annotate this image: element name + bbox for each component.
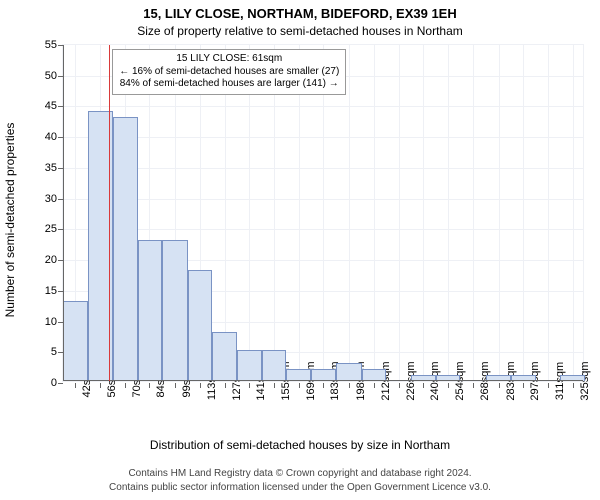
grid-line-vertical	[249, 45, 250, 381]
x-tick-label: 268sqm	[473, 361, 491, 400]
x-tick-label: 212sqm	[374, 361, 392, 400]
x-axis-label: Distribution of semi-detached houses by …	[0, 438, 600, 452]
x-tick-label: 311sqm	[548, 362, 566, 400]
grid-line-vertical	[523, 45, 524, 381]
grid-line-vertical	[323, 45, 324, 381]
histogram-bar	[188, 270, 213, 381]
x-tick-mark	[125, 383, 126, 388]
x-tick-mark	[349, 383, 350, 388]
x-tick-mark	[548, 383, 549, 388]
x-tick-label: 226sqm	[399, 361, 417, 400]
histogram-bar	[212, 332, 237, 381]
x-tick-mark	[374, 383, 375, 388]
histogram-bar	[237, 350, 262, 381]
x-tick-mark	[249, 383, 250, 388]
x-tick-label: 297sqm	[523, 361, 541, 400]
annotation-line1: 15 LILY CLOSE: 61sqm	[119, 53, 339, 66]
x-tick-mark	[423, 383, 424, 388]
grid-line-vertical	[499, 45, 500, 381]
x-tick-mark	[323, 383, 324, 388]
x-tick-mark	[149, 383, 150, 388]
grid-line-vertical	[399, 45, 400, 381]
grid-line-vertical	[374, 45, 375, 381]
histogram-bar	[63, 301, 88, 381]
grid-line-vertical	[225, 45, 226, 381]
x-tick-mark	[399, 383, 400, 388]
grid-line-vertical	[299, 45, 300, 381]
x-tick-mark	[274, 383, 275, 388]
annotation-line2: ← 16% of semi-detached houses are smalle…	[119, 66, 339, 79]
histogram-bar	[113, 117, 138, 381]
x-tick-mark	[448, 383, 449, 388]
x-tick-label: 169sqm	[299, 361, 317, 400]
grid-line-vertical	[423, 45, 424, 381]
x-tick-mark	[299, 383, 300, 388]
grid-line-vertical	[274, 45, 275, 381]
annotation-box: 15 LILY CLOSE: 61sqm ← 16% of semi-detac…	[112, 49, 346, 95]
chart-container: 15, LILY CLOSE, NORTHAM, BIDEFORD, EX39 …	[0, 0, 600, 500]
x-tick-label: 283sqm	[499, 361, 517, 400]
grid-line-vertical	[548, 45, 549, 381]
footer-line1: Contains HM Land Registry data © Crown c…	[0, 468, 600, 479]
grid-line-vertical	[448, 45, 449, 381]
chart-title-line2: Size of property relative to semi-detach…	[0, 24, 600, 38]
histogram-bar	[138, 240, 163, 381]
x-tick-mark	[473, 383, 474, 388]
footer-line2: Contains public sector information licen…	[0, 482, 600, 493]
x-tick-mark	[75, 383, 76, 388]
x-tick-label: 325sqm	[573, 361, 591, 400]
marker-line	[109, 45, 110, 381]
x-tick-mark	[523, 383, 524, 388]
plot-area: 051015202530354045505542sqm56sqm70sqm84s…	[62, 44, 584, 382]
x-tick-mark	[499, 383, 500, 388]
chart-title-line1: 15, LILY CLOSE, NORTHAM, BIDEFORD, EX39 …	[0, 6, 600, 21]
y-tick-mark	[58, 383, 63, 384]
x-tick-mark	[200, 383, 201, 388]
x-tick-label: 254sqm	[448, 361, 466, 400]
grid-line-vertical	[573, 45, 574, 381]
x-tick-mark	[100, 383, 101, 388]
x-axis-line	[63, 380, 583, 381]
histogram-bar	[262, 350, 287, 381]
histogram-bar	[162, 240, 187, 381]
histogram-bar	[336, 363, 361, 381]
x-tick-mark	[225, 383, 226, 388]
grid-line-vertical	[349, 45, 350, 381]
x-tick-mark	[175, 383, 176, 388]
y-axis-label: Number of semi-detached properties	[3, 51, 17, 389]
x-tick-label: 240sqm	[423, 361, 441, 400]
grid-line-vertical	[473, 45, 474, 381]
x-tick-mark	[573, 383, 574, 388]
annotation-line3: 84% of semi-detached houses are larger (…	[119, 78, 339, 91]
y-axis-line	[63, 45, 64, 381]
